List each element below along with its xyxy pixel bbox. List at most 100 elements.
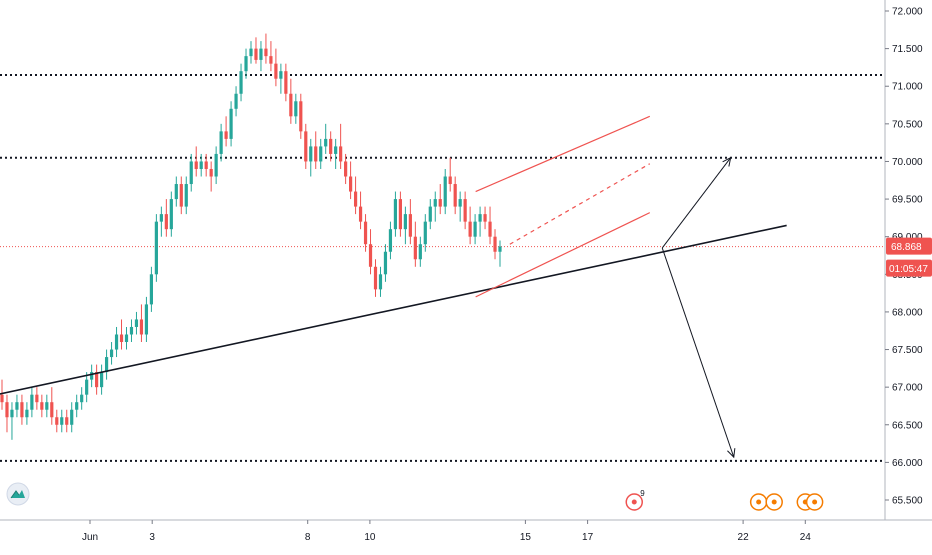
candle-body	[398, 199, 402, 230]
candle-body	[239, 71, 243, 94]
candle	[149, 266, 153, 312]
candle-body	[224, 131, 228, 139]
candle-body	[219, 131, 223, 154]
price-tick-label: 69.500	[892, 195, 923, 206]
arrow-up[interactable]	[661, 157, 732, 249]
trendline[interactable]	[0, 224, 787, 395]
candle-body	[304, 131, 308, 162]
candle-body	[383, 251, 388, 275]
candle-body	[493, 236, 497, 252]
candle-body	[174, 184, 178, 200]
candle-body	[319, 146, 323, 162]
channel-mid-line[interactable]	[509, 163, 651, 245]
price-tick-label: 67.000	[892, 383, 923, 394]
candle	[289, 78, 293, 124]
candle	[114, 326, 119, 358]
price-tick-label: 71.500	[892, 44, 923, 55]
candle	[498, 240, 502, 267]
candle-body	[478, 214, 482, 222]
event-icon[interactable]: 9	[625, 489, 645, 511]
arrow-down[interactable]	[661, 247, 735, 458]
candle-body	[104, 357, 109, 373]
candle-body	[269, 56, 273, 64]
candle	[164, 199, 168, 237]
candle	[184, 176, 188, 215]
channel-lower-line[interactable]	[475, 212, 651, 298]
candle-body	[75, 402, 79, 410]
candle	[319, 138, 323, 169]
candle	[134, 311, 139, 335]
candle-body	[10, 409, 14, 418]
event-icon[interactable]	[765, 493, 783, 511]
candle	[249, 41, 253, 64]
candle-body	[413, 236, 417, 260]
candle-body	[5, 402, 9, 418]
candle-body	[124, 334, 129, 343]
candle	[124, 326, 129, 350]
candle-body	[334, 146, 338, 154]
candle-body	[249, 48, 253, 57]
time-tick-label: 24	[800, 532, 812, 543]
candle	[70, 402, 74, 433]
candle	[363, 214, 368, 252]
candle	[279, 63, 283, 94]
candle-body	[289, 93, 293, 117]
candle	[478, 206, 482, 237]
price-badges: 68.868 01:05:47	[886, 237, 932, 277]
events: 9	[625, 489, 824, 511]
candle-body	[329, 138, 333, 154]
candle	[438, 184, 442, 215]
candle	[179, 176, 183, 215]
candle	[189, 153, 193, 192]
candle	[119, 319, 124, 350]
candle	[85, 372, 89, 403]
event-dot	[771, 499, 777, 505]
candle-body	[418, 244, 422, 260]
candle-body	[35, 394, 39, 403]
time-tick-label: 8	[305, 532, 311, 543]
drawings	[0, 115, 787, 459]
candle	[388, 221, 393, 260]
candle-body	[129, 326, 134, 335]
candle-body	[80, 394, 84, 403]
candle-body	[324, 138, 328, 147]
candle	[239, 63, 243, 102]
candle-body	[70, 409, 74, 425]
event-icon[interactable]	[749, 493, 768, 511]
candle	[159, 206, 163, 237]
price-tick-label: 71.000	[892, 82, 923, 93]
candle	[244, 48, 248, 79]
candle-body	[358, 206, 363, 222]
time-tick-label: 17	[582, 532, 594, 543]
current-price-badge-bg	[886, 237, 932, 255]
candle-body	[408, 214, 412, 237]
candle	[75, 394, 79, 418]
candle-body	[30, 394, 34, 410]
candle	[20, 394, 24, 425]
candle	[169, 191, 173, 237]
candle-body	[453, 184, 457, 207]
candle	[30, 387, 34, 418]
arrow-up-head	[722, 156, 732, 167]
candle-body	[229, 108, 233, 139]
candle	[144, 296, 149, 343]
candle-body	[353, 191, 358, 207]
candle	[349, 161, 353, 200]
candle	[259, 41, 263, 72]
candle-body	[85, 379, 89, 395]
candle-body	[114, 334, 119, 350]
candle-body	[279, 71, 283, 79]
candle-body	[403, 214, 407, 230]
tradingview-logo-icon	[6, 482, 30, 506]
event-icon[interactable]	[805, 493, 824, 511]
candles	[0, 33, 502, 440]
candle-body	[50, 402, 54, 418]
candle	[139, 304, 144, 343]
candle-body	[428, 206, 432, 222]
candle	[339, 123, 343, 169]
countdown-label: 01:05:47	[889, 264, 928, 275]
channel-upper-line[interactable]	[475, 115, 651, 193]
price-tick-label: 65.500	[892, 496, 923, 507]
